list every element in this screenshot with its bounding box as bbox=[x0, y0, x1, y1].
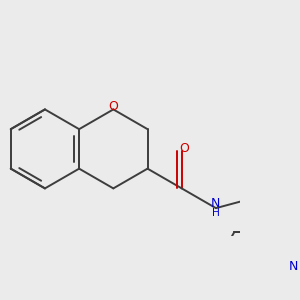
Text: N: N bbox=[289, 260, 298, 273]
Text: O: O bbox=[179, 142, 189, 155]
Text: H: H bbox=[212, 208, 220, 218]
Text: N: N bbox=[211, 197, 220, 210]
Text: O: O bbox=[108, 100, 118, 113]
